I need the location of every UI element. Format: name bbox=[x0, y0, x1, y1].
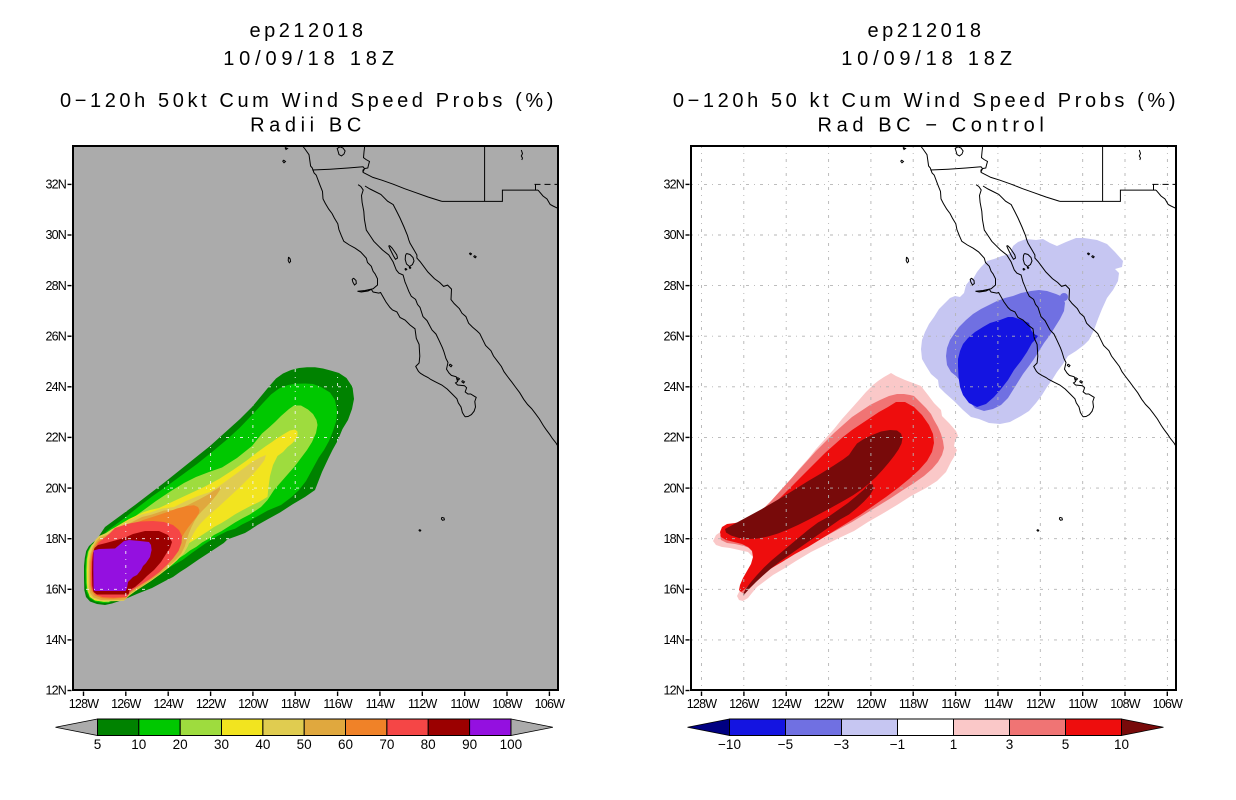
svg-text:Rad BC − Control: Rad BC − Control bbox=[818, 115, 1049, 137]
svg-text:124W: 124W bbox=[153, 697, 183, 711]
svg-text:10: 10 bbox=[131, 737, 146, 752]
svg-text:70: 70 bbox=[379, 737, 394, 752]
svg-text:22N: 22N bbox=[45, 431, 66, 445]
svg-text:30N: 30N bbox=[663, 228, 684, 242]
svg-text:108W: 108W bbox=[1110, 697, 1140, 711]
svg-text:118W: 118W bbox=[281, 697, 311, 711]
svg-text:116W: 116W bbox=[941, 697, 971, 711]
svg-text:20N: 20N bbox=[45, 481, 66, 495]
svg-text:32N: 32N bbox=[663, 178, 684, 192]
svg-text:24N: 24N bbox=[45, 380, 66, 394]
svg-text:−1: −1 bbox=[890, 737, 905, 752]
svg-text:24N: 24N bbox=[663, 380, 684, 394]
svg-text:128W: 128W bbox=[69, 697, 99, 711]
svg-text:108W: 108W bbox=[492, 697, 522, 711]
svg-text:5: 5 bbox=[94, 737, 102, 752]
svg-text:120W: 120W bbox=[238, 697, 268, 711]
svg-text:12N: 12N bbox=[663, 684, 684, 698]
svg-text:14N: 14N bbox=[663, 633, 684, 647]
svg-text:126W: 126W bbox=[111, 697, 141, 711]
svg-text:120W: 120W bbox=[856, 697, 886, 711]
svg-text:16N: 16N bbox=[663, 583, 684, 597]
svg-text:122W: 122W bbox=[814, 697, 844, 711]
svg-text:118W: 118W bbox=[899, 697, 929, 711]
svg-text:116W: 116W bbox=[323, 697, 353, 711]
svg-text:18N: 18N bbox=[663, 532, 684, 546]
svg-text:60: 60 bbox=[338, 737, 353, 752]
svg-text:0−120h 50 kt Cum Wind Speed Pr: 0−120h 50 kt Cum Wind Speed Probs (%) bbox=[673, 90, 1179, 112]
svg-text:114W: 114W bbox=[366, 697, 396, 711]
svg-text:106W: 106W bbox=[535, 697, 565, 711]
svg-text:20: 20 bbox=[173, 737, 188, 752]
svg-text:26N: 26N bbox=[45, 329, 66, 343]
svg-text:10/09/18 18Z: 10/09/18 18Z bbox=[223, 48, 398, 70]
svg-text:0−120h 50kt Cum Wind Speed Pro: 0−120h 50kt Cum Wind Speed Probs (%) bbox=[60, 90, 557, 112]
svg-text:22N: 22N bbox=[663, 431, 684, 445]
svg-text:30N: 30N bbox=[45, 228, 66, 242]
svg-text:124W: 124W bbox=[771, 697, 801, 711]
svg-text:100: 100 bbox=[500, 737, 523, 752]
svg-text:114W: 114W bbox=[984, 697, 1014, 711]
svg-text:10/09/18 18Z: 10/09/18 18Z bbox=[841, 48, 1016, 70]
svg-text:Radii BC: Radii BC bbox=[250, 115, 366, 137]
svg-text:28N: 28N bbox=[45, 279, 66, 293]
svg-text:10: 10 bbox=[1114, 737, 1129, 752]
svg-text:20N: 20N bbox=[663, 481, 684, 495]
svg-text:ep212018: ep212018 bbox=[868, 20, 985, 42]
svg-text:1: 1 bbox=[950, 737, 958, 752]
svg-text:32N: 32N bbox=[45, 178, 66, 192]
svg-text:26N: 26N bbox=[663, 329, 684, 343]
svg-text:−5: −5 bbox=[778, 737, 793, 752]
svg-text:128W: 128W bbox=[687, 697, 717, 711]
svg-text:3: 3 bbox=[1006, 737, 1014, 752]
svg-text:28N: 28N bbox=[663, 279, 684, 293]
svg-text:110W: 110W bbox=[450, 697, 480, 711]
svg-text:12N: 12N bbox=[45, 684, 66, 698]
svg-text:−10: −10 bbox=[718, 737, 741, 752]
svg-text:−3: −3 bbox=[834, 737, 849, 752]
svg-text:50: 50 bbox=[297, 737, 312, 752]
svg-text:16N: 16N bbox=[45, 583, 66, 597]
svg-text:110W: 110W bbox=[1068, 697, 1098, 711]
svg-text:80: 80 bbox=[421, 737, 436, 752]
svg-text:90: 90 bbox=[462, 737, 477, 752]
svg-text:112W: 112W bbox=[408, 697, 438, 711]
svg-text:5: 5 bbox=[1062, 737, 1070, 752]
svg-text:30: 30 bbox=[214, 737, 229, 752]
svg-text:14N: 14N bbox=[45, 633, 66, 647]
svg-text:40: 40 bbox=[255, 737, 270, 752]
svg-text:122W: 122W bbox=[196, 697, 226, 711]
svg-text:112W: 112W bbox=[1026, 697, 1056, 711]
svg-text:ep212018: ep212018 bbox=[250, 20, 367, 42]
svg-text:106W: 106W bbox=[1153, 697, 1183, 711]
svg-text:126W: 126W bbox=[729, 697, 759, 711]
svg-text:18N: 18N bbox=[45, 532, 66, 546]
